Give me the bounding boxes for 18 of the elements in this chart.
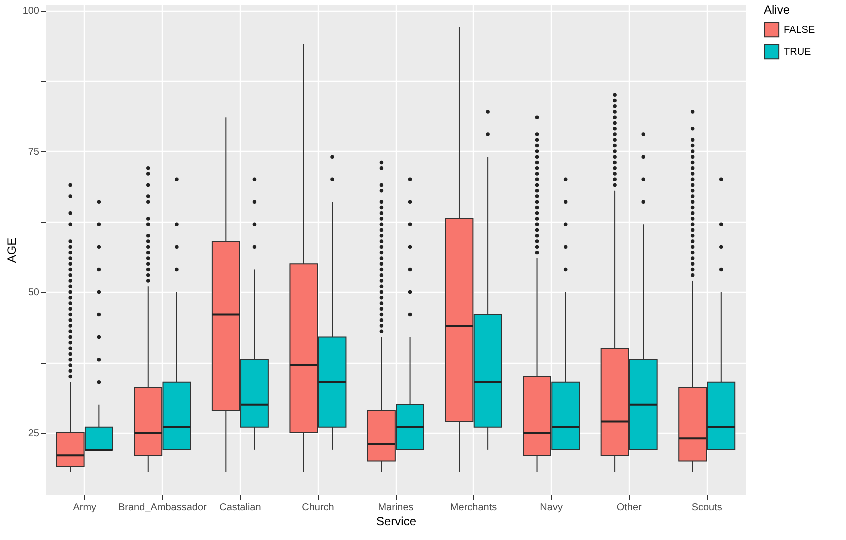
legend-title: Alive bbox=[764, 3, 790, 17]
x-axis-title: Service bbox=[376, 514, 417, 528]
y-tick-label: 25 bbox=[28, 428, 40, 440]
x-tick-label: Merchants bbox=[450, 502, 498, 514]
x-tick-label: Scouts bbox=[692, 502, 722, 514]
x-tick-label: Navy bbox=[540, 502, 563, 514]
x-tick-label: Other bbox=[616, 502, 643, 514]
x-tick-label: Brand_Ambassador bbox=[118, 502, 208, 514]
x-tick-label: Castalian bbox=[220, 502, 262, 514]
y-tick-label: 50 bbox=[28, 288, 40, 299]
y-tick-label: 75 bbox=[28, 146, 40, 158]
y-tick-label: 100 bbox=[22, 6, 40, 18]
y-axis-title: AGE bbox=[4, 238, 19, 264]
legend-label: FALSE bbox=[784, 25, 816, 36]
legend-label: TRUE bbox=[784, 47, 812, 58]
x-tick-label: Marines bbox=[378, 502, 414, 514]
x-tick-label: Army bbox=[73, 502, 97, 514]
x-tick-label: Church bbox=[302, 502, 334, 514]
